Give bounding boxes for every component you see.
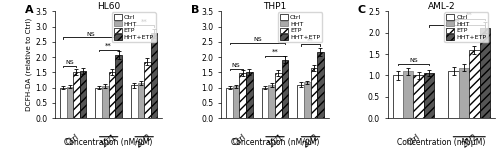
X-axis label: Concentration (nM/μM): Concentration (nM/μM) — [397, 138, 486, 146]
Bar — [414, 75, 424, 118]
Text: **: ** — [454, 18, 460, 24]
Bar — [310, 68, 317, 118]
Bar — [66, 87, 73, 118]
Text: NS: NS — [232, 63, 240, 68]
Text: **: ** — [272, 49, 278, 55]
Text: Ctrl: Ctrl — [65, 132, 82, 147]
Bar — [96, 88, 102, 118]
Text: NS: NS — [86, 32, 95, 37]
Y-axis label: DCFH-DA (relative to Ctrl): DCFH-DA (relative to Ctrl) — [26, 18, 32, 111]
Legend: Ctrl, HHT, ETP, HHT+ETP: Ctrl, HHT, ETP, HHT+ETP — [444, 12, 488, 42]
X-axis label: Concentration (nM/μM): Concentration (nM/μM) — [231, 138, 319, 146]
Text: **: ** — [466, 12, 472, 18]
Text: 10/1: 10/1 — [99, 132, 118, 149]
Bar — [262, 88, 268, 118]
Bar — [403, 71, 413, 118]
Text: Ctrl: Ctrl — [231, 132, 248, 147]
Bar — [448, 71, 459, 118]
Bar — [282, 60, 288, 118]
Bar — [233, 86, 239, 118]
Text: 20/2: 20/2 — [134, 132, 154, 149]
Bar — [246, 72, 252, 118]
Bar — [298, 85, 304, 118]
Bar — [480, 28, 490, 118]
Bar — [459, 68, 469, 118]
Bar — [424, 73, 434, 118]
Legend: Ctrl, HHT, ETP, HHT+ETP: Ctrl, HHT, ETP, HHT+ETP — [112, 12, 156, 42]
Bar — [226, 88, 233, 118]
Bar — [108, 72, 116, 118]
Bar — [317, 52, 324, 118]
Bar — [392, 75, 403, 118]
Text: NS: NS — [66, 60, 74, 65]
Bar — [240, 73, 246, 118]
Bar — [138, 83, 144, 118]
Text: 20/2: 20/2 — [301, 132, 320, 149]
Bar — [102, 86, 108, 118]
Text: **: ** — [106, 43, 112, 49]
Text: 10/1: 10/1 — [266, 132, 284, 149]
Bar — [80, 71, 86, 118]
Title: AML-2: AML-2 — [428, 2, 455, 11]
Bar — [73, 72, 80, 118]
Text: A: A — [25, 5, 34, 15]
Text: Ctrl: Ctrl — [405, 132, 421, 147]
Bar — [268, 85, 275, 118]
Text: B: B — [192, 5, 200, 15]
Title: THP1: THP1 — [264, 2, 286, 11]
Bar — [144, 62, 151, 118]
Bar — [131, 85, 138, 118]
Text: NS: NS — [409, 58, 418, 63]
Text: **: ** — [141, 19, 148, 25]
X-axis label: Concentration (nM/μM): Concentration (nM/μM) — [64, 138, 153, 146]
Legend: Ctrl, HHT, ETP, HHT+ETP: Ctrl, HHT, ETP, HHT+ETP — [278, 12, 322, 42]
Text: NS: NS — [253, 37, 262, 42]
Text: C: C — [358, 5, 366, 15]
Bar — [116, 55, 122, 118]
Bar — [275, 73, 281, 118]
Title: HL60: HL60 — [97, 2, 120, 11]
Bar — [60, 88, 66, 118]
Bar — [470, 50, 480, 118]
Bar — [151, 33, 158, 118]
Text: **: ** — [307, 38, 314, 44]
Bar — [304, 82, 310, 118]
Text: 20/2: 20/2 — [460, 132, 479, 149]
